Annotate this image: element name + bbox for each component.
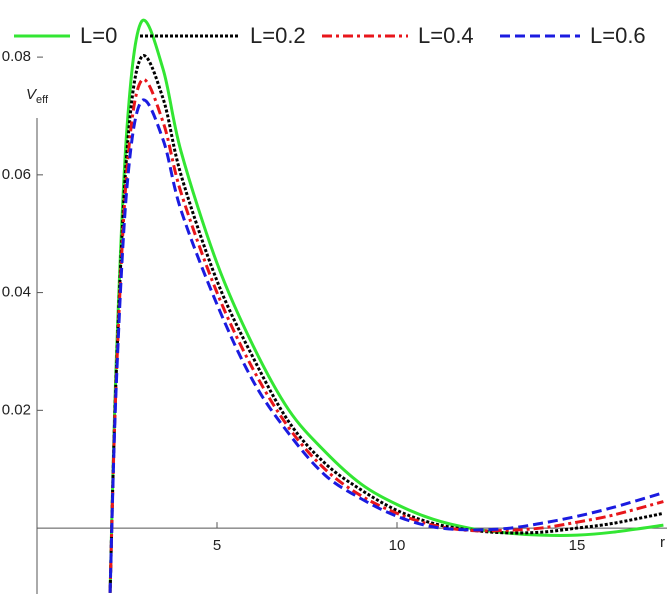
series-line bbox=[108, 77, 664, 593]
legend-label: L=0.6 bbox=[590, 23, 646, 48]
y-tick-label: 0.06 bbox=[2, 166, 31, 183]
x-tick-label: 15 bbox=[569, 537, 586, 554]
series-line bbox=[108, 98, 664, 593]
y-tick-label: 0.04 bbox=[2, 284, 31, 301]
x-axis-label: r bbox=[660, 534, 665, 551]
y-axis-label: Veff bbox=[26, 86, 49, 106]
y-tick-label: 0.08 bbox=[2, 48, 31, 65]
legend-label: L=0.4 bbox=[418, 23, 474, 48]
x-tick-label: 10 bbox=[389, 537, 406, 554]
y-label-main: V bbox=[26, 86, 38, 103]
series-line bbox=[108, 54, 664, 593]
legend-label: L=0.2 bbox=[250, 23, 306, 48]
y-tick-label: 0.02 bbox=[2, 401, 31, 418]
legend-label: L=0 bbox=[80, 23, 117, 48]
x-tick-label: 5 bbox=[213, 537, 221, 554]
series-line bbox=[108, 18, 664, 593]
y-label-sub: eff bbox=[36, 94, 49, 106]
